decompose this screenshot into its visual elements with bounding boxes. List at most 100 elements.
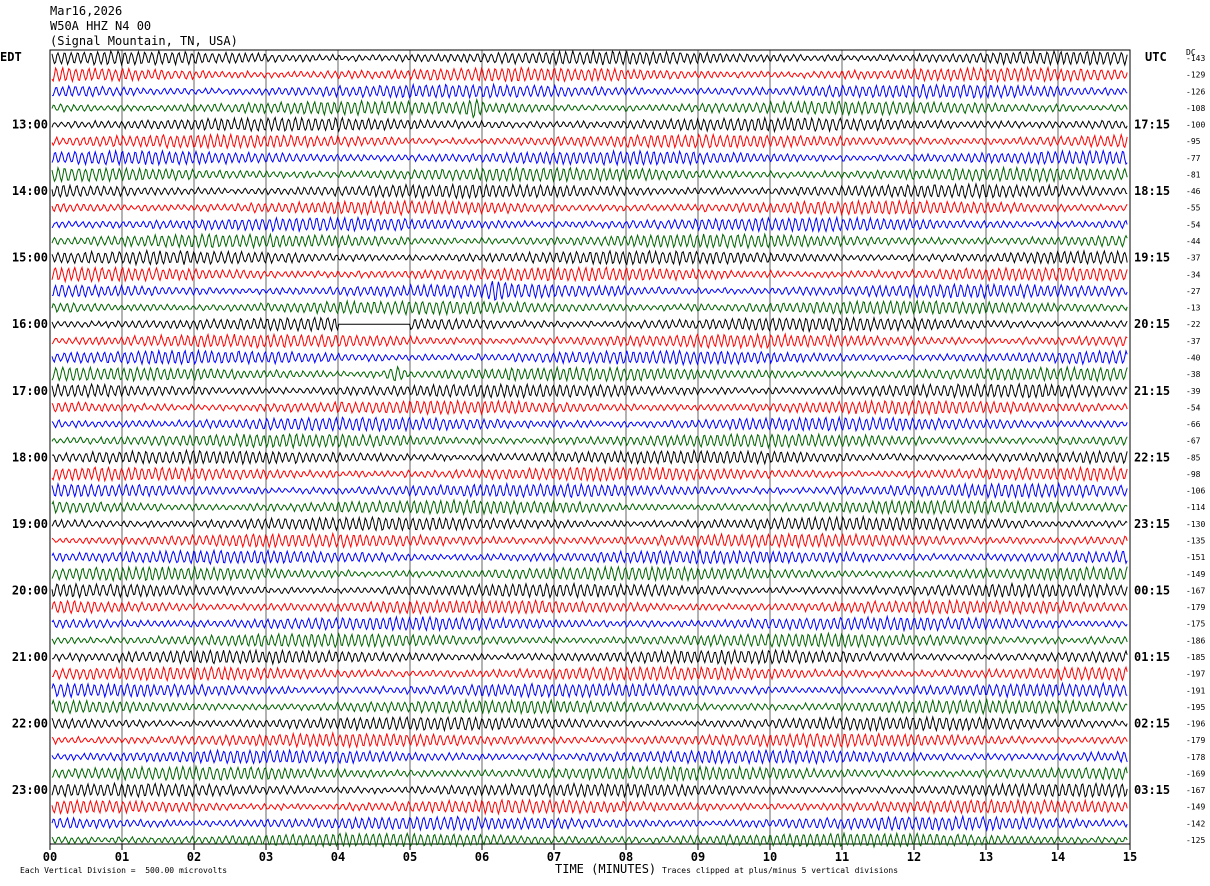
trace-line bbox=[51, 232, 1128, 250]
trace-line bbox=[51, 514, 1128, 532]
dc-offset-label: -129 bbox=[1186, 71, 1205, 80]
trace-line bbox=[51, 182, 1128, 200]
trace-line bbox=[51, 365, 1128, 383]
utc-axis-title: UTC bbox=[1145, 50, 1167, 64]
dc-offset-label: -40 bbox=[1186, 353, 1201, 362]
dc-offset-label: -151 bbox=[1186, 553, 1205, 562]
edt-hour-label: 14:00 bbox=[12, 184, 48, 198]
trace-line bbox=[51, 481, 1128, 500]
trace-line bbox=[51, 681, 1128, 699]
x-tick-label: 10 bbox=[763, 850, 777, 864]
dc-offset-label: -142 bbox=[1186, 819, 1205, 828]
x-tick-label: 00 bbox=[43, 850, 57, 864]
dc-offset-label: -13 bbox=[1186, 304, 1201, 313]
x-tick-label: 14 bbox=[1051, 850, 1065, 864]
dc-offset-label: -38 bbox=[1186, 370, 1201, 379]
dc-offset-label: -196 bbox=[1186, 720, 1205, 729]
dc-offset-label: -191 bbox=[1186, 686, 1205, 695]
trace-line bbox=[51, 731, 1128, 749]
x-tick-label: 12 bbox=[907, 850, 921, 864]
trace-line bbox=[51, 398, 1128, 417]
dc-offset-label: -179 bbox=[1186, 736, 1205, 745]
trace-line bbox=[51, 498, 1128, 517]
edt-hour-label: 22:00 bbox=[12, 717, 48, 731]
x-tick-label: 03 bbox=[259, 850, 273, 864]
trace-line bbox=[51, 82, 1128, 100]
trace-line bbox=[51, 198, 1128, 217]
trace-line bbox=[51, 165, 1128, 184]
dc-axis-title: DC bbox=[1186, 48, 1196, 57]
x-tick-label: 07 bbox=[547, 850, 561, 864]
utc-hour-label: 19:15 bbox=[1134, 251, 1170, 265]
plot-frame bbox=[49, 49, 1131, 845]
trace-line bbox=[51, 748, 1128, 766]
edt-hour-label: 19:00 bbox=[12, 517, 48, 531]
trace-line bbox=[51, 215, 1128, 234]
dc-offset-label: -167 bbox=[1186, 586, 1205, 595]
clip-note: Traces clipped at plus/minus 5 vertical … bbox=[662, 866, 899, 875]
trace-line bbox=[51, 764, 1128, 783]
trace-line bbox=[51, 697, 1128, 716]
utc-hour-label: 00:15 bbox=[1134, 583, 1170, 597]
utc-hour-label: 03:15 bbox=[1134, 783, 1170, 797]
dc-offset-label: -130 bbox=[1186, 520, 1205, 529]
dc-offset-label: -169 bbox=[1186, 769, 1205, 778]
trace-line bbox=[51, 798, 1128, 816]
trace-line bbox=[51, 814, 1128, 832]
dc-offset-label: -54 bbox=[1186, 403, 1201, 412]
dc-offset-label: -108 bbox=[1186, 104, 1205, 113]
dc-offset-label: -95 bbox=[1186, 137, 1201, 146]
dc-offset-label: -85 bbox=[1186, 453, 1201, 462]
utc-hour-label: 21:15 bbox=[1134, 384, 1170, 398]
dc-offset-label: -55 bbox=[1186, 204, 1201, 213]
trace-line bbox=[51, 631, 1128, 649]
dc-offset-label: -195 bbox=[1186, 703, 1205, 712]
edt-hour-label: 13:00 bbox=[12, 118, 48, 132]
utc-hour-label: 20:15 bbox=[1134, 317, 1170, 331]
utc-hour-label: 18:15 bbox=[1134, 184, 1170, 198]
edt-hour-label: 20:00 bbox=[12, 583, 48, 597]
scale-note: Each Vertical Division = 500.00 microvol… bbox=[20, 866, 228, 875]
trace-line bbox=[51, 332, 1128, 350]
x-tick-label: 04 bbox=[331, 850, 345, 864]
edt-hour-label: 16:00 bbox=[12, 317, 48, 331]
trace-line bbox=[51, 299, 1128, 317]
dc-offset-label: -54 bbox=[1186, 220, 1201, 229]
dc-offset-label: -178 bbox=[1186, 753, 1205, 762]
trace-line bbox=[51, 831, 1128, 849]
dc-offset-label: -186 bbox=[1186, 636, 1205, 645]
x-tick-label: 08 bbox=[619, 850, 633, 864]
dc-offset-label: -149 bbox=[1186, 570, 1205, 579]
dc-offset-label: -125 bbox=[1186, 836, 1205, 845]
x-tick-label: 02 bbox=[187, 850, 201, 864]
edt-hour-label: 23:00 bbox=[12, 783, 48, 797]
x-tick-label: 05 bbox=[403, 850, 417, 864]
trace-line bbox=[51, 281, 1128, 301]
dc-offset-label: -98 bbox=[1186, 470, 1201, 479]
header-location: (Signal Mountain, TN, USA) bbox=[50, 34, 238, 48]
dc-offset-label: -197 bbox=[1186, 670, 1205, 679]
dc-offset-label: -167 bbox=[1186, 786, 1205, 795]
dc-offset-label: -179 bbox=[1186, 603, 1205, 612]
dc-offset-label: -27 bbox=[1186, 287, 1201, 296]
trace-line bbox=[51, 715, 1128, 733]
x-tick-label: 13 bbox=[979, 850, 993, 864]
x-tick-label: 09 bbox=[691, 850, 705, 864]
trace-line bbox=[51, 265, 1128, 284]
dc-offset-label: -22 bbox=[1186, 320, 1201, 329]
dc-offset-label: -100 bbox=[1186, 121, 1205, 130]
dc-offset-label: -67 bbox=[1186, 437, 1201, 446]
trace-line bbox=[51, 148, 1128, 167]
header-date: Mar16,2026 bbox=[50, 4, 123, 18]
dc-offset-label: -37 bbox=[1186, 254, 1201, 263]
trace-line bbox=[51, 564, 1128, 583]
trace-line bbox=[51, 598, 1128, 616]
x-tick-label: 11 bbox=[835, 850, 849, 864]
trace-line bbox=[51, 49, 1128, 67]
edt-hour-label: 15:00 bbox=[12, 251, 48, 265]
edt-hour-label: 17:00 bbox=[12, 384, 48, 398]
dc-offset-label: -37 bbox=[1186, 337, 1201, 346]
x-tick-label: 01 bbox=[115, 850, 129, 864]
dc-offset-label: -81 bbox=[1186, 170, 1201, 179]
